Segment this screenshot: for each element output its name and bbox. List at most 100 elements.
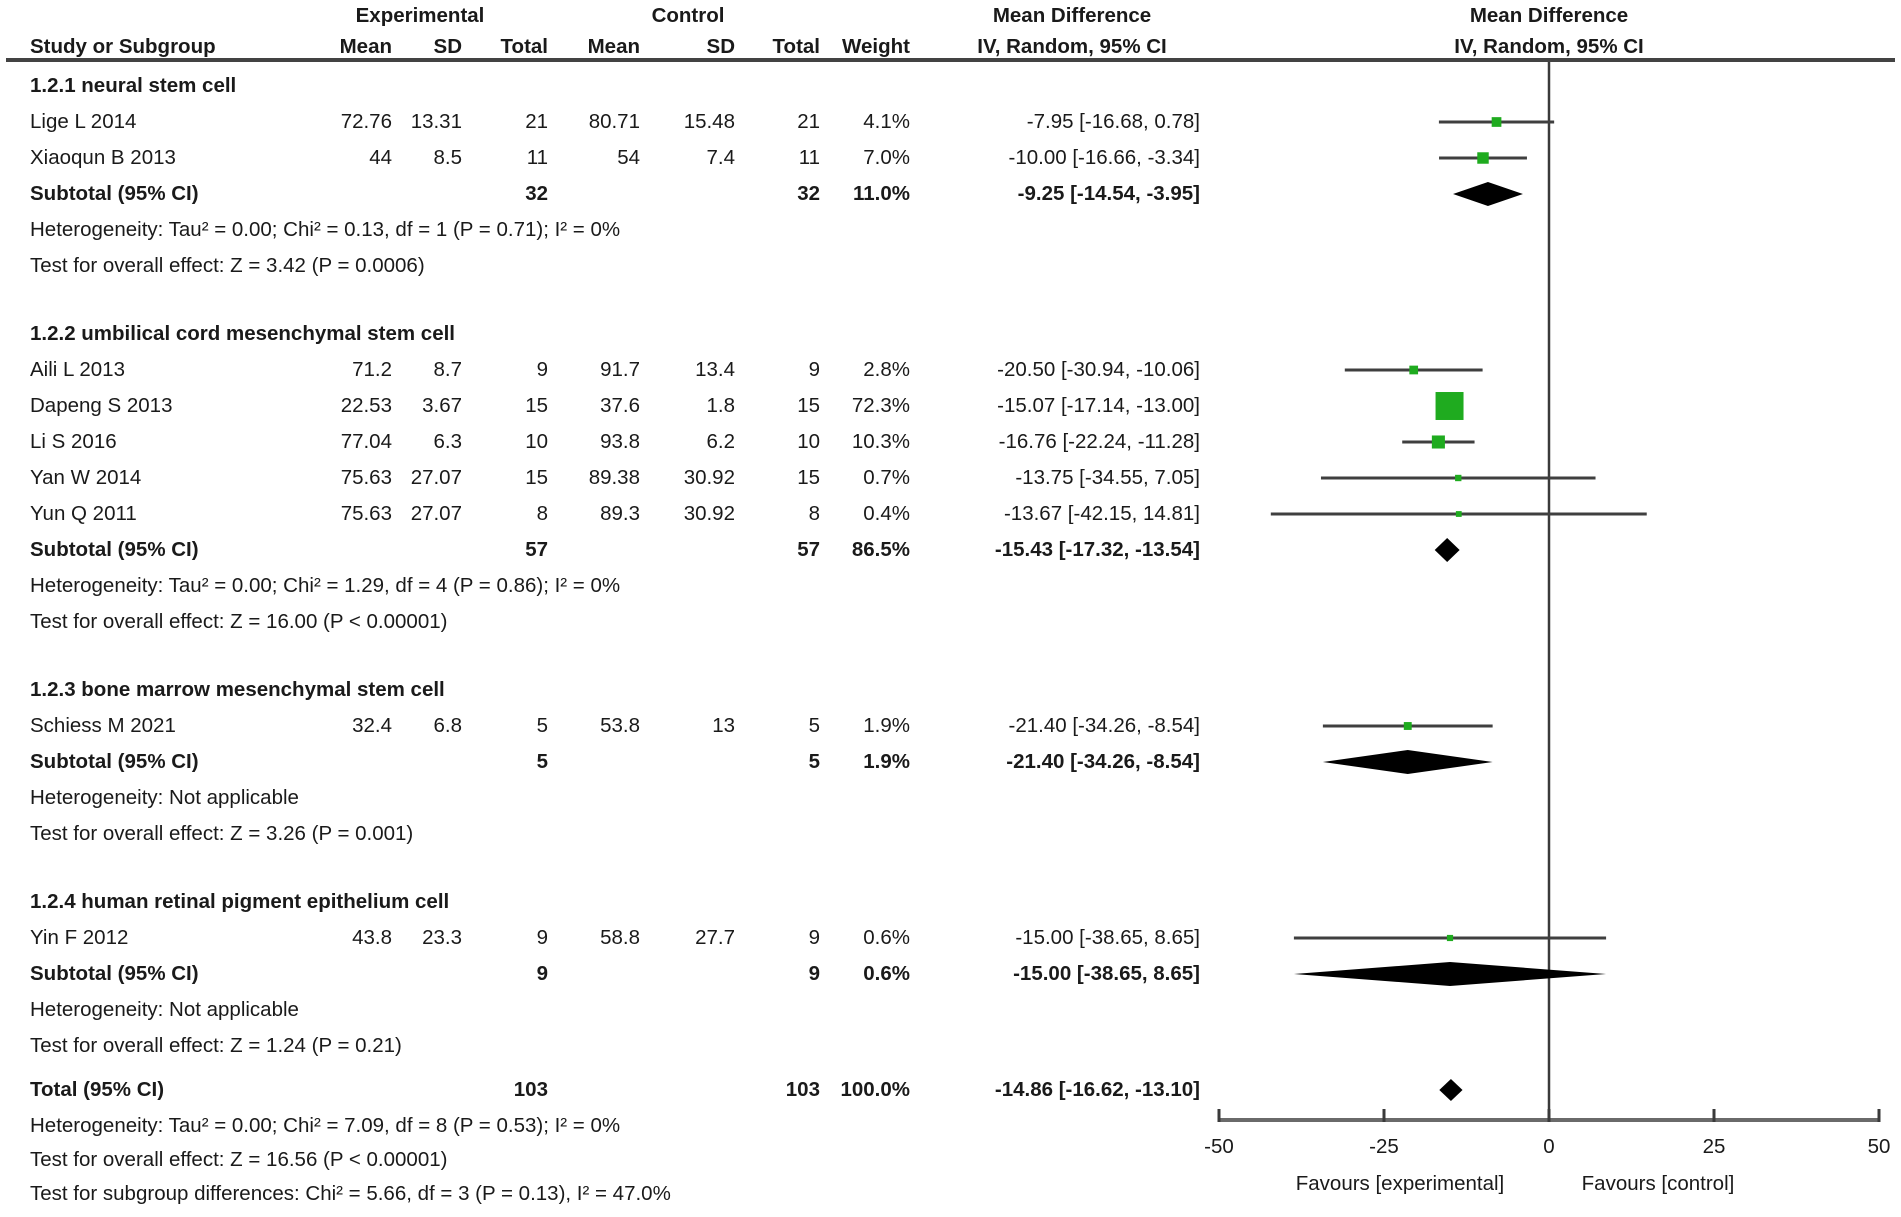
overall-effect-text: Test for overall effect: Z = 1.24 (P = 0…: [30, 1034, 402, 1057]
subtotal-ci-text: -15.43 [-17.32, -13.54]: [994, 538, 1200, 561]
study-name: Xiaoqun B 2013: [30, 146, 176, 169]
subgroup-label: 1.2.4 human retinal pigment epithelium c…: [30, 890, 450, 913]
ctrl-total-cell: 5: [808, 714, 820, 737]
subtotal-exp-total: 57: [525, 538, 548, 561]
weight-cell: 72.3%: [851, 394, 910, 417]
weight-cell: 0.6%: [863, 926, 910, 949]
ctrl-sd-cell: 30.92: [683, 466, 735, 489]
pooled-diamond: [1439, 1079, 1463, 1101]
x-axis-tick-label: 25: [1702, 1135, 1726, 1158]
exp-sd-cell: 13.31: [410, 110, 462, 133]
study-name: Li S 2016: [30, 430, 117, 453]
ctrl-total-cell: 8: [808, 502, 820, 525]
pooled-diamond: [1434, 538, 1460, 562]
total-exp-total: 103: [513, 1078, 548, 1101]
exp-total-cell: 10: [525, 430, 548, 453]
column-header-weight: Weight: [842, 35, 910, 58]
column-header-exp-total: Total: [500, 35, 548, 58]
ci-text-cell: -21.40 [-34.26, -8.54]: [1008, 714, 1200, 737]
study-name: Lige L 2014: [30, 110, 137, 133]
total-ctrl-total: 103: [785, 1078, 820, 1101]
ci-text-cell: -20.50 [-30.94, -10.06]: [997, 358, 1200, 381]
subtotal-weight: 86.5%: [851, 538, 910, 561]
ci-text-cell: -13.75 [-34.55, 7.05]: [1015, 466, 1200, 489]
subtotal-label: Subtotal (95% CI): [30, 962, 199, 985]
column-header-ctrl-mean: Mean: [587, 35, 640, 58]
ci-text-cell: -15.07 [-17.14, -13.00]: [997, 394, 1200, 417]
subtotal-ci-text: -15.00 [-38.65, 8.65]: [1013, 962, 1200, 985]
study-name: Schiess M 2021: [30, 714, 176, 737]
subtotal-weight: 11.0%: [853, 182, 910, 205]
exp-mean-cell: 71.2: [352, 358, 392, 381]
overall-effect-text: Test for overall effect: Z = 3.42 (P = 0…: [30, 254, 425, 277]
subtotal-ci-text: -9.25 [-14.54, -3.95]: [1017, 182, 1200, 205]
study-name: Yin F 2012: [30, 926, 129, 949]
subtotal-exp-total: 9: [536, 962, 548, 985]
study-name: Aili L 2013: [30, 358, 125, 381]
exp-sd-cell: 6.8: [433, 714, 463, 737]
exp-sd-cell: 23.3: [422, 926, 462, 949]
group-header-experimental: Experimental: [355, 4, 485, 27]
subgroup-label: 1.2.2 umbilical cord mesenchymal stem ce…: [30, 322, 456, 345]
exp-total-cell: 11: [526, 146, 548, 169]
effect-square-marker: [1409, 365, 1419, 375]
exp-sd-cell: 27.07: [410, 502, 462, 525]
subtotal-exp-total: 5: [536, 750, 548, 773]
column-header-exp-sd: SD: [433, 35, 462, 58]
subtotal-ctrl-total: 57: [797, 538, 820, 561]
ctrl-total-cell: 9: [808, 926, 820, 949]
effect-square-marker: [1403, 722, 1412, 730]
ctrl-sd-cell: 15.48: [683, 110, 735, 133]
ctrl-total-cell: 15: [797, 466, 820, 489]
ctrl-mean-cell: 53.8: [600, 714, 640, 737]
exp-total-cell: 21: [525, 110, 548, 133]
ci-text-cell: -16.76 [-22.24, -11.28]: [998, 430, 1200, 453]
total-overall-effect-text: Test for overall effect: Z = 16.56 (P < …: [30, 1148, 448, 1171]
subtotal-label: Subtotal (95% CI): [30, 750, 199, 773]
ctrl-sd-cell: 13: [712, 714, 735, 737]
subgroup-label: 1.2.3 bone marrow mesenchymal stem cell: [30, 678, 445, 701]
ctrl-total-cell: 21: [797, 110, 820, 133]
heterogeneity-text: Heterogeneity: Tau² = 0.00; Chi² = 1.29,…: [30, 574, 621, 597]
exp-mean-cell: 32.4: [352, 714, 392, 737]
effect-square-marker: [1455, 474, 1462, 482]
exp-sd-cell: 27.07: [410, 466, 462, 489]
subtotal-weight: 0.6%: [863, 962, 910, 985]
exp-mean-cell: 43.8: [352, 926, 392, 949]
ctrl-mean-cell: 91.7: [600, 358, 640, 381]
ctrl-total-cell: 15: [797, 394, 820, 417]
heterogeneity-text: Heterogeneity: Not applicable: [30, 786, 299, 809]
subtotal-exp-total: 32: [525, 182, 548, 205]
exp-total-cell: 9: [536, 926, 548, 949]
column-header-ctrl-sd: SD: [706, 35, 735, 58]
header-rule: [6, 58, 1895, 62]
subtotal-label: Subtotal (95% CI): [30, 182, 199, 205]
exp-total-cell: 5: [536, 714, 548, 737]
ctrl-sd-cell: 1.8: [706, 394, 736, 417]
ctrl-sd-cell: 30.92: [683, 502, 735, 525]
effect-square-marker: [1446, 934, 1454, 942]
exp-sd-cell: 8.7: [433, 358, 463, 381]
exp-sd-cell: 8.5: [433, 146, 463, 169]
exp-total-cell: 8: [536, 502, 548, 525]
weight-cell: 1.9%: [863, 714, 910, 737]
effect-square-marker: [1455, 511, 1462, 517]
total-weight: 100.0%: [840, 1078, 910, 1101]
exp-mean-cell: 75.63: [340, 502, 392, 525]
ctrl-mean-cell: 37.6: [600, 394, 640, 417]
weight-cell: 7.0%: [863, 146, 910, 169]
ctrl-sd-cell: 6.2: [706, 430, 736, 453]
x-axis-tick-label: 0: [1543, 1135, 1555, 1158]
exp-mean-cell: 77.04: [340, 430, 392, 453]
column-header-study: Study or Subgroup: [30, 35, 216, 58]
total-heterogeneity-text: Heterogeneity: Tau² = 0.00; Chi² = 7.09,…: [30, 1114, 621, 1137]
subgroup-label: 1.2.1 neural stem cell: [30, 74, 237, 97]
exp-sd-cell: 3.67: [422, 394, 462, 417]
exp-mean-cell: 72.76: [340, 110, 392, 133]
column-header-exp-mean: Mean: [339, 35, 392, 58]
ctrl-total-cell: 10: [797, 430, 820, 453]
ci-text-cell: -13.67 [-42.15, 14.81]: [1003, 502, 1200, 525]
total-label: Total (95% CI): [30, 1078, 165, 1101]
